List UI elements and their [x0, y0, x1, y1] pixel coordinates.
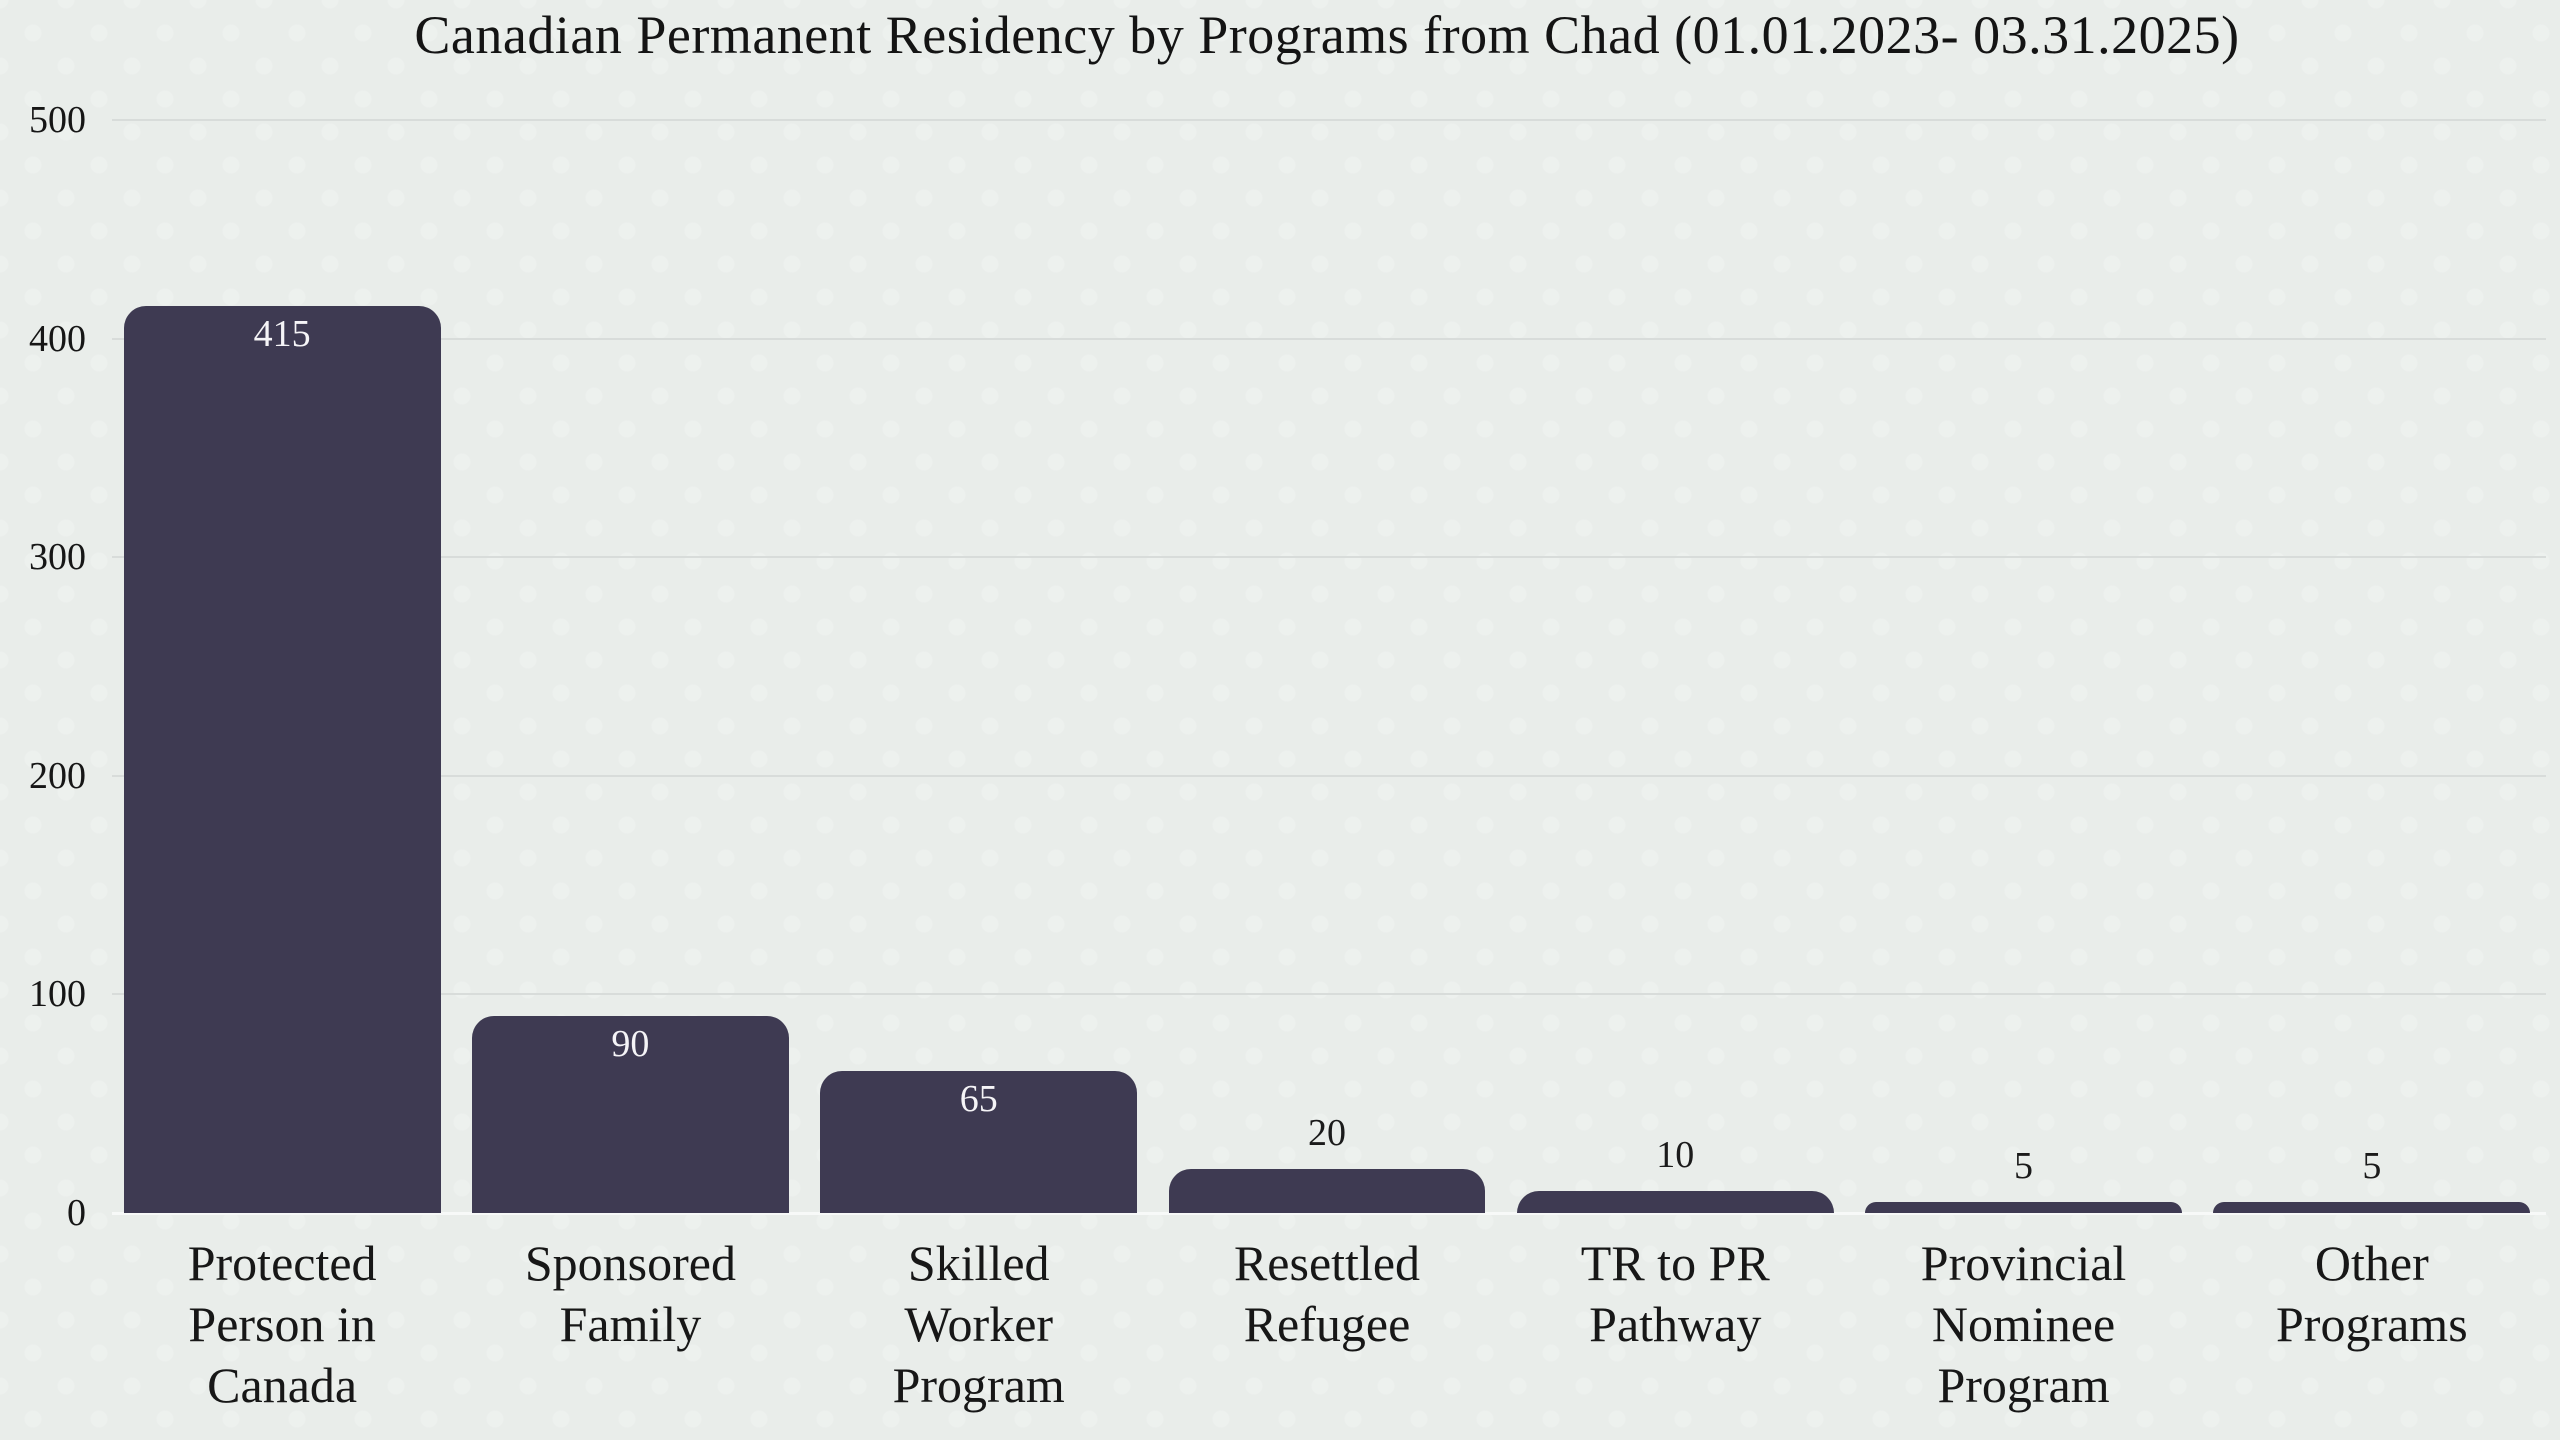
bars-row: 415 90 65 20 10 5 5 — [108, 120, 2546, 1213]
bar-value-label: 20 — [1307, 1112, 1346, 1155]
bar-protected-person-in-canada: 415 — [123, 305, 441, 1213]
bar-slot-provincial-nominee-program: 5 — [1849, 120, 2197, 1213]
x-axis-category-label: Resettled Refugee — [1233, 1235, 1421, 1352]
bar-value-label: 5 — [2014, 1145, 2034, 1188]
y-axis-tick-label: 100 — [29, 973, 86, 1016]
x-axis-slot-tr-to-pr-pathway: TR to PR Pathway — [1501, 1233, 1849, 1416]
bar-slot-resettled-refugee: 20 — [1153, 120, 1501, 1213]
x-axis-category-label: TR to PR Pathway — [1580, 1235, 1770, 1352]
y-axis-tick-label: 300 — [29, 536, 86, 579]
bar-slot-skilled-worker-program: 65 — [805, 120, 1153, 1213]
plot-area: 415 90 65 20 10 5 5 — [108, 119, 2546, 1215]
gridline-100 — [112, 993, 2546, 996]
x-axis-slot-provincial-nominee-program: Provincial Nominee Program — [1849, 1233, 2197, 1416]
bar-sponsored-family: 90 — [471, 1016, 789, 1213]
x-axis-category-label: Skilled Worker Program — [892, 1235, 1065, 1413]
bar-value-label: 90 — [611, 1023, 650, 1066]
x-axis-slot-other-programs: Other Programs — [2198, 1233, 2546, 1416]
baseline-gridline — [112, 1212, 2546, 1215]
bar-slot-protected-person-in-canada: 415 — [108, 120, 456, 1213]
bar-slot-other-programs: 5 — [2198, 120, 2546, 1213]
x-axis-category-label: Sponsored Family — [524, 1235, 736, 1352]
bar-value-label: 65 — [959, 1077, 998, 1120]
y-axis: 0 100 200 300 400 500 — [0, 0, 86, 1440]
x-axis-slot-sponsored-family: Sponsored Family — [456, 1233, 804, 1416]
y-axis-tick-label: 0 — [67, 1192, 86, 1234]
y-axis-tick-label: 200 — [29, 754, 86, 797]
bar-slot-tr-to-pr-pathway: 10 — [1501, 120, 1849, 1213]
bar-skilled-worker-program: 65 — [820, 1070, 1138, 1213]
x-axis-category-label: Other Programs — [2276, 1235, 2468, 1352]
gridline-200 — [112, 774, 2546, 777]
chart-title: Canadian Permanent Residency by Programs… — [414, 5, 2240, 65]
gridline-500 — [112, 119, 2546, 121]
bar-provincial-nominee-program — [1865, 1202, 2182, 1213]
x-axis-labels: Protected Person in Canada Sponsored Fami… — [108, 1233, 2546, 1416]
gridline-400 — [112, 337, 2546, 340]
x-axis-slot-protected-person-in-canada: Protected Person in Canada — [108, 1233, 456, 1416]
x-axis-category-label: Provincial Nominee Program — [1920, 1235, 2127, 1413]
x-axis-category-label: Protected Person in Canada — [187, 1235, 377, 1413]
y-axis-tick-label: 500 — [29, 99, 86, 141]
x-axis-slot-skilled-worker-program: Skilled Worker Program — [805, 1233, 1153, 1416]
gridline-300 — [112, 556, 2546, 559]
bar-value-label: 10 — [1656, 1134, 1695, 1177]
bar-resettled-refugee — [1168, 1169, 1486, 1213]
bar-value-label: 5 — [2362, 1145, 2382, 1188]
bar-value-label: 415 — [253, 312, 311, 355]
bar-tr-to-pr-pathway — [1516, 1191, 1834, 1213]
y-axis-tick-label: 400 — [29, 317, 86, 360]
bar-slot-sponsored-family: 90 — [456, 120, 804, 1213]
x-axis-slot-resettled-refugee: Resettled Refugee — [1153, 1233, 1501, 1416]
bar-other-programs — [2213, 1202, 2531, 1213]
